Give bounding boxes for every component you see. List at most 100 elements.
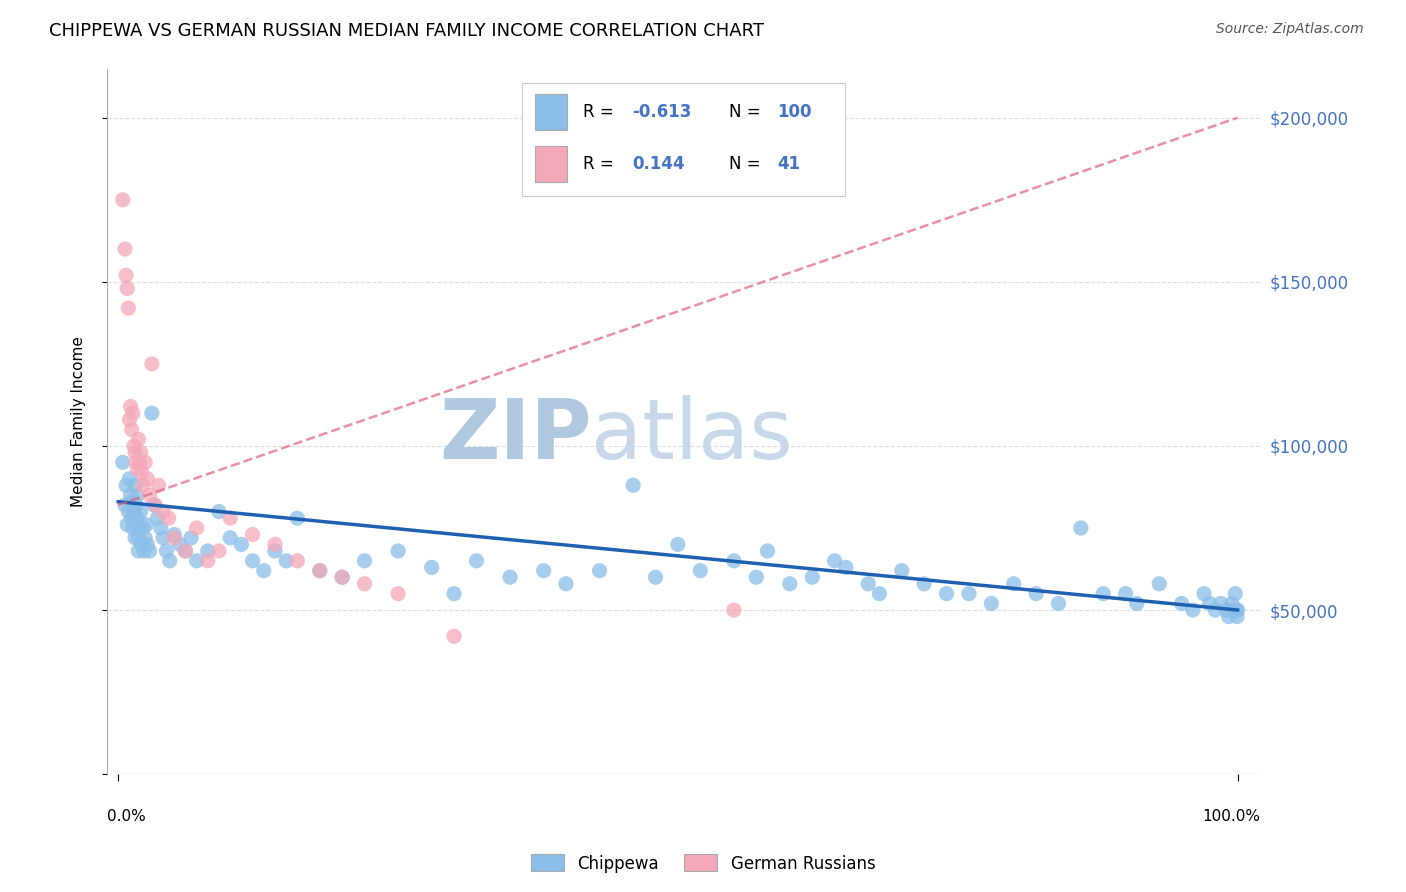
Point <box>253 564 276 578</box>
Point <box>122 439 145 453</box>
Point <box>242 554 264 568</box>
Point <box>127 544 149 558</box>
Point <box>219 531 242 545</box>
Point <box>136 472 159 486</box>
Point <box>148 478 170 492</box>
Point <box>120 400 142 414</box>
Point <box>127 462 149 476</box>
Point <box>120 488 142 502</box>
Point <box>132 478 155 492</box>
Point <box>138 544 160 558</box>
Point <box>152 531 174 545</box>
Point <box>1126 597 1149 611</box>
Point <box>134 531 156 545</box>
Point <box>125 517 148 532</box>
Point <box>128 455 150 469</box>
Point <box>115 268 138 283</box>
Point <box>124 531 146 545</box>
Point <box>124 445 146 459</box>
Point <box>138 488 160 502</box>
Point <box>858 576 880 591</box>
Point <box>1070 521 1092 535</box>
Point <box>121 423 143 437</box>
Point <box>111 193 134 207</box>
Point <box>219 511 242 525</box>
Point <box>353 554 375 568</box>
Point <box>723 554 745 568</box>
Point <box>555 576 578 591</box>
Point <box>264 544 287 558</box>
Point <box>169 537 191 551</box>
Text: Source: ZipAtlas.com: Source: ZipAtlas.com <box>1216 22 1364 37</box>
Point <box>231 537 253 551</box>
Point <box>330 570 353 584</box>
Point <box>114 242 136 256</box>
Point <box>131 537 153 551</box>
Point <box>121 494 143 508</box>
Point <box>1226 603 1249 617</box>
Point <box>276 554 298 568</box>
Point <box>143 498 166 512</box>
Point <box>136 537 159 551</box>
Point <box>1002 576 1025 591</box>
Point <box>197 544 219 558</box>
Point <box>197 554 219 568</box>
Point <box>1215 603 1237 617</box>
Point <box>533 564 555 578</box>
Point <box>723 603 745 617</box>
Point <box>644 570 666 584</box>
Point <box>125 498 148 512</box>
Point <box>118 413 141 427</box>
Text: CHIPPEWA VS GERMAN RUSSIAN MEDIAN FAMILY INCOME CORRELATION CHART: CHIPPEWA VS GERMAN RUSSIAN MEDIAN FAMILY… <box>49 22 765 40</box>
Point <box>443 629 465 643</box>
Point <box>127 488 149 502</box>
Point <box>1092 587 1115 601</box>
Point <box>117 505 139 519</box>
Point <box>779 576 801 591</box>
Point <box>163 531 186 545</box>
Point <box>129 505 152 519</box>
Point <box>141 406 163 420</box>
Point <box>208 544 231 558</box>
Point <box>118 472 141 486</box>
Point <box>1223 603 1246 617</box>
Point <box>285 554 308 568</box>
Point <box>157 511 180 525</box>
Point <box>499 570 522 584</box>
Point <box>1226 609 1249 624</box>
Point <box>1209 597 1232 611</box>
Point <box>134 455 156 469</box>
Point <box>186 521 208 535</box>
Point <box>155 544 177 558</box>
Point <box>121 511 143 525</box>
Point <box>588 564 610 578</box>
Point <box>127 531 149 545</box>
Point <box>756 544 779 558</box>
Point <box>129 445 152 459</box>
Point <box>186 554 208 568</box>
Text: atlas: atlas <box>592 395 793 476</box>
Point <box>745 570 768 584</box>
Point <box>127 511 149 525</box>
Point <box>1220 597 1243 611</box>
Point <box>420 560 443 574</box>
Point <box>1115 587 1137 601</box>
Text: ZIP: ZIP <box>439 395 592 476</box>
Point <box>122 505 145 519</box>
Point <box>117 301 139 315</box>
Point <box>387 587 409 601</box>
Point <box>1181 603 1204 617</box>
Point <box>353 576 375 591</box>
Point <box>890 564 912 578</box>
Point <box>308 564 330 578</box>
Point <box>264 537 287 551</box>
Point <box>1147 576 1170 591</box>
Point <box>143 498 166 512</box>
Point <box>912 576 935 591</box>
Point <box>1025 587 1047 601</box>
Point <box>387 544 409 558</box>
Point <box>666 537 689 551</box>
Point <box>1198 597 1220 611</box>
Point <box>132 521 155 535</box>
Point <box>1192 587 1215 601</box>
